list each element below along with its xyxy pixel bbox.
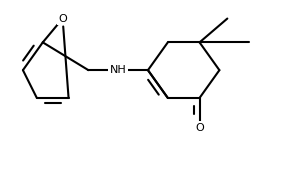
Text: O: O [195,123,204,133]
Text: O: O [58,14,67,24]
Text: NH: NH [110,65,127,75]
